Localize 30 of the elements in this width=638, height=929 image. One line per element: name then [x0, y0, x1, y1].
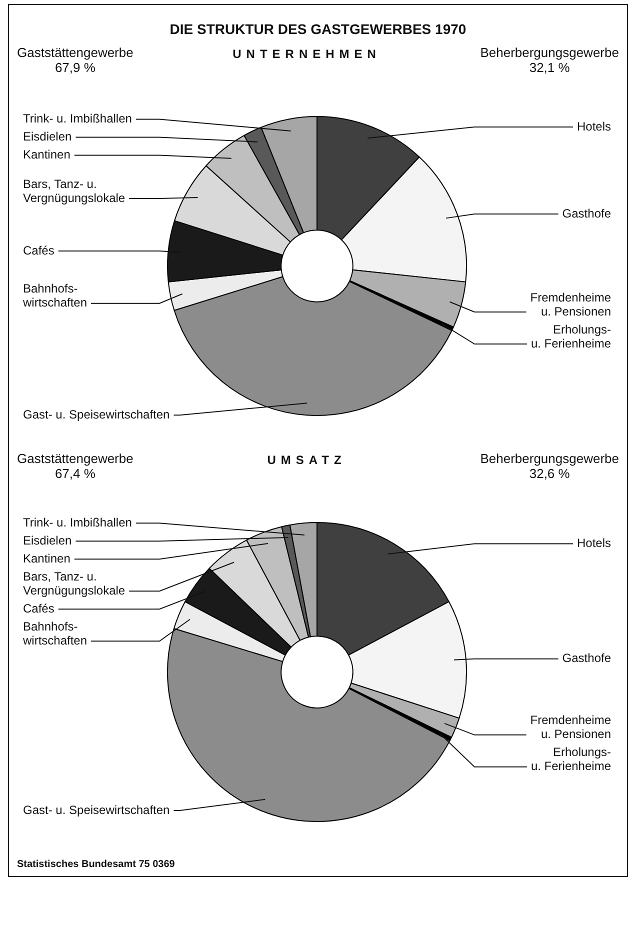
slice-label: Kantinen [23, 551, 70, 566]
text: Gaststättengewerbe 67,9 % [17, 45, 134, 75]
chart-subtitle: UMSATZ [267, 452, 346, 467]
slice-label: Bars, Tanz- u. Vergnügungslokale [23, 176, 126, 205]
text: Beherbergungsgewerbe 32,6 % [480, 451, 619, 481]
slice-label: Erholungs- u. Ferienheime [530, 745, 612, 774]
slice-label: Cafés [23, 601, 54, 616]
slice-label: Gasthofe [562, 206, 612, 220]
text: Gaststättengewerbe 67,4 % [17, 451, 134, 481]
slice-label: Gasthofe [562, 651, 612, 666]
slice-label: Hotels [576, 119, 611, 134]
slice-label: Kantinen [23, 148, 70, 162]
slice-label: Cafés [23, 243, 54, 258]
chart-title: DIE STRUKTUR DES GASTGEWERBES 1970 [168, 21, 468, 37]
slice-label: Bars, Tanz- u. Vergnügungslokale [23, 569, 126, 598]
slice-label: Trink- u. Imbißhallen [23, 112, 132, 126]
slice-label: Trink- u. Imbißhallen [23, 515, 132, 530]
slice-label: Eisdielen [23, 533, 72, 548]
slice-label: Erholungs- u. Ferienheime [530, 322, 612, 350]
chart-subtitle: UNTERNEHMEN [232, 46, 381, 61]
slice-label: Hotels [576, 536, 611, 550]
slice-label: Fremdenheime u. Pensionen [530, 713, 612, 742]
slice-label: Eisdielen [23, 130, 72, 144]
text: Beherbergungsgewerbe 32,1 % [480, 45, 619, 75]
slice-label: Bahnhofs- wirtschaften [22, 282, 88, 310]
slice-label: Fremdenheime u. Pensionen [530, 290, 612, 318]
slice-label: Gast- u. Speisewirtschaften [23, 407, 170, 422]
slice-label: Bahnhofs- wirtschaften [22, 619, 88, 648]
text: Statistisches Bundesamt 75 0369 [17, 859, 176, 870]
slice-label: Gast- u. Speisewirtschaften [23, 802, 170, 817]
